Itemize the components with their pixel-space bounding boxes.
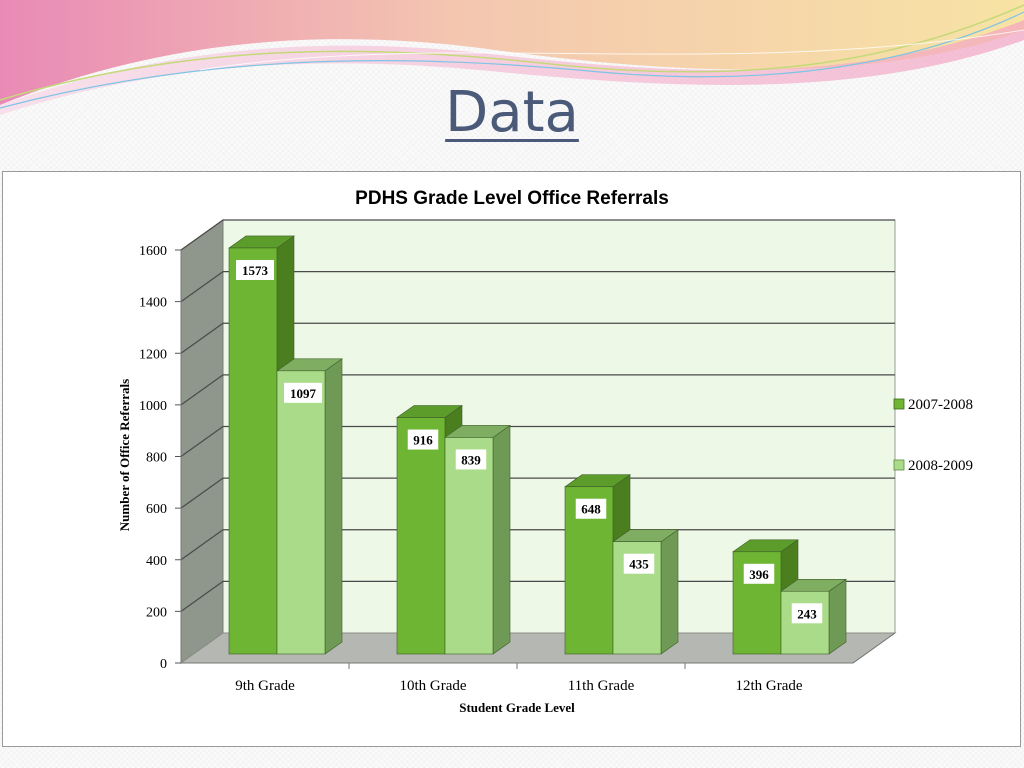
gridline-side [180,580,224,612]
y-tick-label: 0 [160,657,167,672]
data-label-bg [284,382,322,403]
slide-title-text: Data [445,80,579,145]
data-label: 435 [629,557,649,572]
data-label-bg [236,259,274,280]
x-axis-title: Student Grade Level [459,700,575,715]
y-tick-label: 1200 [139,347,167,362]
data-label: 243 [797,606,817,621]
y-tick-label: 600 [146,502,167,517]
legend-label-series-2: 2008-2009 [908,458,973,474]
gridline-side [180,219,224,251]
x-tick-label: 11th Grade [568,678,635,694]
y-tick-label: 1000 [139,399,167,414]
bar-side [492,424,511,655]
gridline-side [180,477,224,509]
bar-side [660,529,679,655]
gridline-side [180,322,224,354]
y-tick-label: 1600 [139,244,167,259]
y-axis-title: Number of Office Referrals [117,379,132,531]
header-swoosh-decoration [0,0,1024,115]
chart-legend: 2007-2008 2008-2009 [893,397,973,474]
x-tick-label: 9th Grade [235,678,295,694]
data-label: 648 [581,502,601,517]
data-label: 396 [749,567,769,582]
data-label-bg [791,603,823,624]
bar-side [324,358,343,655]
legend-swatch-series-1 [893,398,905,410]
x-tick-label: 10th Grade [399,678,466,694]
legend-swatch-series-2 [893,459,905,471]
data-label: 1097 [290,386,317,401]
data-label-bg [407,429,439,450]
gridline-side [180,374,224,406]
data-label: 916 [413,433,433,448]
y-tick-label: 800 [146,451,167,466]
data-label-bg [455,449,487,470]
y-tick-label: 200 [146,605,167,620]
chart-title: PDHS Grade Level Office Referrals [355,188,669,209]
bar [396,417,446,655]
plot-area: 0 200 400 600 800 1000 1200 1400 1600 9th Grade 10… [139,219,897,694]
data-label: 1573 [242,263,269,278]
data-label-bg [623,553,655,574]
bar [276,370,326,655]
y-tick-label: 400 [146,554,167,569]
gridline-side [180,529,224,561]
slide-title: Data [0,78,1024,148]
data-label-bg [743,563,775,584]
bar-side [828,578,847,655]
x-tick-label: 12th Grade [735,678,802,694]
gridline-side [180,426,224,457]
bar [444,437,494,655]
gridline-side [180,271,224,303]
x-axis-depth-line [852,632,896,664]
data-label-bg [575,498,607,519]
y-tick-label: 1400 [139,296,167,311]
legend-label-series-1: 2007-2008 [908,397,973,413]
data-label: 839 [461,452,481,467]
bar [228,247,278,655]
